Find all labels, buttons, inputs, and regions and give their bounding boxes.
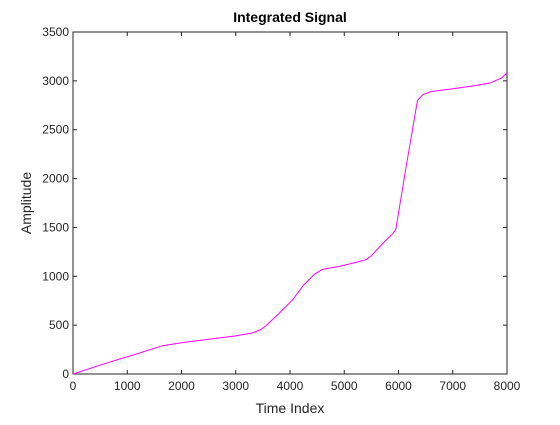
y-tick-label: 2500 [42,123,69,137]
y-tick-label: 3500 [42,25,69,39]
y-tick-label: 3000 [42,74,69,88]
x-tick-label: 4000 [277,379,304,393]
series-line [73,73,507,374]
x-tick-label: 5000 [331,379,358,393]
x-tick-label: 6000 [385,379,412,393]
x-tick-label: 2000 [168,379,195,393]
x-tick-label: 1000 [114,379,141,393]
chart-title: Integrated Signal [233,9,347,25]
y-tick-label: 0 [62,367,69,381]
x-tick-label: 0 [70,379,77,393]
x-tick-label: 7000 [439,379,466,393]
y-tick-label: 1000 [42,269,69,283]
y-tick-label: 2000 [42,172,69,186]
y-axis: 0 500 1000 1500 2000 2500 3000 3500 [42,25,507,381]
x-axis-label: Time Index [256,400,325,416]
y-tick-label: 500 [49,318,69,332]
x-tick-label: 8000 [494,379,521,393]
y-tick-label: 1500 [42,220,69,234]
y-axis-label: Amplitude [18,172,34,234]
plot-area-frame [73,32,507,374]
x-tick-label: 3000 [222,379,249,393]
x-axis: 0 1000 2000 3000 4000 5000 6000 7000 8000 [70,32,521,393]
